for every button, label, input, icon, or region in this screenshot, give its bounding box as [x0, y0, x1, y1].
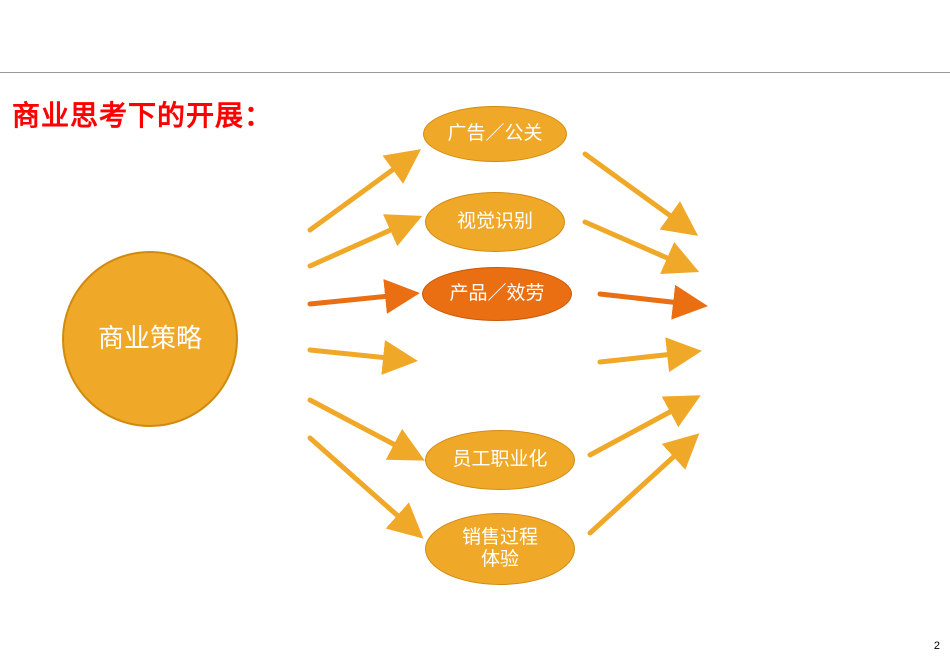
page-number: 2: [934, 640, 940, 652]
arrow: [310, 350, 408, 360]
arrow: [600, 294, 698, 305]
child-node-1: 视觉识别: [425, 192, 565, 252]
arrow: [585, 222, 690, 268]
child-node-4: 销售过程 体验: [425, 513, 575, 585]
arrow: [590, 400, 692, 455]
arrow: [310, 155, 413, 230]
slide-title: 商业思考下的开展：: [12, 94, 273, 134]
arrow: [585, 154, 690, 230]
child-node-3: 员工职业化: [425, 430, 575, 490]
arrow: [310, 294, 410, 304]
arrow: [310, 400, 416, 456]
arrow: [310, 438, 416, 532]
child-node-2: 产品／效劳: [422, 267, 572, 321]
child-node-0: 广告／公关: [423, 106, 567, 162]
arrow: [590, 440, 692, 533]
root-node: 商业策略: [62, 251, 238, 427]
arrow: [600, 352, 692, 362]
divider-line: [0, 72, 950, 73]
arrow: [310, 220, 413, 266]
